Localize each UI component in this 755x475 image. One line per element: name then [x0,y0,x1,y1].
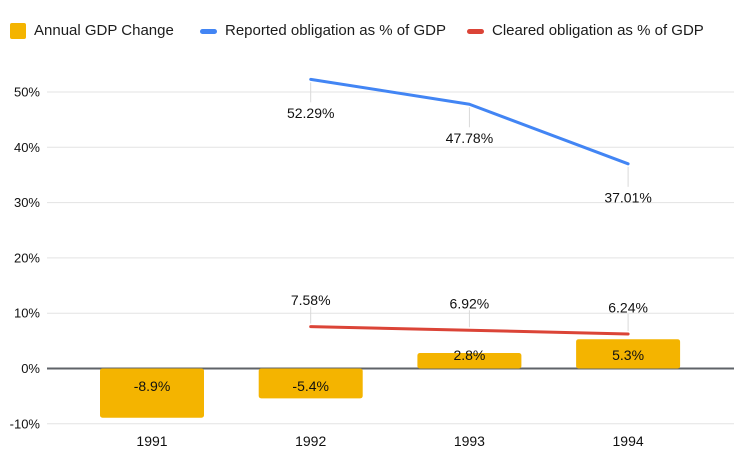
bar-1992[interactable] [258,368,363,399]
bar-series-swatch-icon [10,23,26,39]
y-axis-tick-label: 30% [14,195,40,210]
bar-1991[interactable] [100,368,204,418]
cleared-label-1994: 6.24% [608,299,648,315]
bar-label-1994: 5.3% [612,347,644,363]
bar-label-1992: -5.4% [292,378,329,394]
y-axis-tick-label: 40% [14,140,40,155]
x-axis-label-1991: 1991 [136,433,167,449]
legend-item-cleared-obligation: Cleared obligation as % of GDP [467,21,704,41]
legend-item-annual-gdp-change: Annual GDP Change [10,21,174,41]
y-axis-tick-label: 0% [21,361,40,376]
legend-label-annual-gdp-change: Annual GDP Change [34,22,174,39]
y-axis-tick-label: -10% [10,416,41,431]
cleared-obligation-line[interactable] [309,325,630,336]
bar-1993[interactable] [417,353,522,369]
bar-1994[interactable] [576,339,681,369]
x-axis-label-1993: 1993 [454,433,485,449]
bar-label-1993: 2.8% [453,347,485,363]
reported-label-1993: 47.78% [446,130,493,146]
y-axis-tick-label: 10% [14,306,40,321]
cleared-label-1992: 7.58% [291,292,331,308]
x-axis-label-1992: 1992 [295,433,326,449]
legend-label-reported-obligation: Reported obligation as % of GDP [225,22,446,39]
line-series-swatch-icon [200,28,217,34]
bar-label-1991: -8.9% [134,378,171,394]
line-series-swatch-icon [467,28,484,34]
y-axis-tick-label: 20% [14,250,40,265]
legend-label-cleared-obligation: Cleared obligation as % of GDP [492,22,704,39]
y-axis-tick-label: 50% [14,85,40,100]
x-axis-label-1994: 1994 [613,433,644,449]
reported-label-1994: 37.01% [604,189,651,205]
cleared-label-1993: 6.92% [450,296,490,312]
reported-label-1992: 52.29% [287,105,334,121]
legend-item-reported-obligation: Reported obligation as % of GDP [200,21,446,41]
chart-legend: Annual GDP Change Reported obligation as… [0,0,755,56]
reported-obligation-line[interactable] [309,77,630,166]
